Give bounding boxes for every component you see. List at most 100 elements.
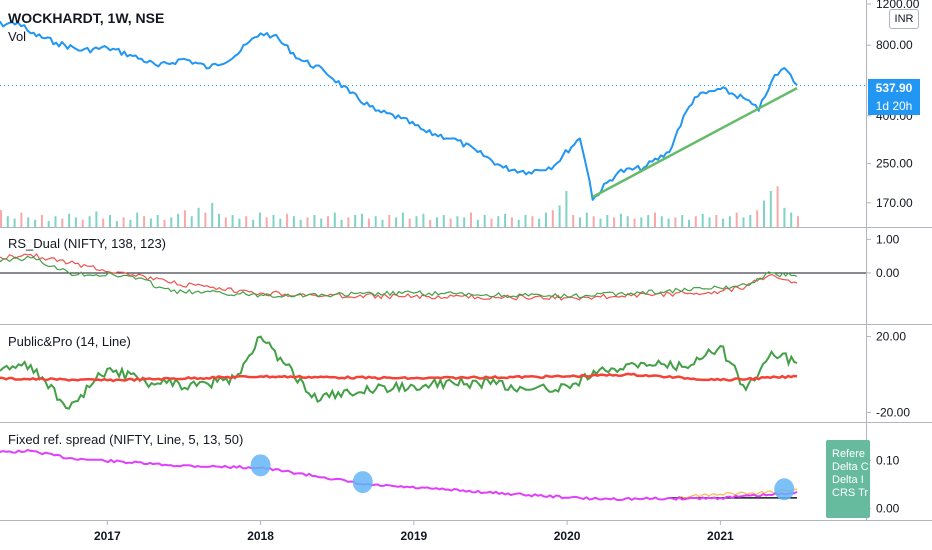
price-axis-label: 250.00 (876, 157, 913, 171)
public-pro-title: Public&Pro (14, Line) (8, 334, 131, 349)
volume-bar (667, 218, 670, 227)
volume-bar (313, 215, 316, 227)
symbol-title: WOCKHARDT, 1W, NSE (8, 10, 165, 26)
volume-bar (647, 215, 650, 227)
rs-green-line (0, 255, 798, 299)
volume-bar (27, 217, 30, 227)
volume-bar (422, 213, 425, 227)
volume-bar (143, 216, 146, 227)
volume-bar (306, 217, 309, 227)
volume-bar (592, 216, 595, 227)
price-axis-label: 800.00 (876, 38, 913, 52)
spread-axis-label: 0.10 (876, 454, 900, 468)
spread-info-popup[interactable]: Refere Delta C Delta I CRS Tr (826, 440, 870, 518)
volume-bar (115, 221, 118, 227)
popup-line: Delta C (832, 461, 869, 473)
volume-bar (197, 207, 200, 227)
volume-bar (613, 217, 616, 227)
volume-bar (797, 216, 799, 227)
volume-bar (776, 186, 779, 227)
volume-bar (551, 210, 554, 227)
spread-marker (774, 478, 795, 501)
price-line (0, 20, 798, 201)
time-axis-label: 2018 (247, 529, 274, 543)
volume-bar (626, 216, 629, 227)
volume-bar (122, 217, 125, 227)
volume-bar (333, 212, 336, 227)
volume-bar (279, 218, 282, 227)
volume-bar (374, 216, 377, 227)
time-axis-label: 2021 (707, 529, 734, 543)
volume-bar (572, 215, 575, 227)
volume-bar (483, 215, 486, 227)
volume-bar (585, 212, 588, 227)
volume-bar (694, 216, 697, 227)
volume-bar (20, 212, 23, 227)
volume-bar (381, 219, 384, 227)
pp-axis-label: 20.00 (876, 330, 906, 344)
volume-bar (183, 210, 186, 227)
volume-bar (558, 205, 561, 227)
volume-bar (640, 217, 643, 227)
time-axis-label: 2020 (554, 529, 581, 543)
pp-axis-label: -20.00 (876, 405, 910, 419)
volume-bar (354, 215, 357, 227)
volume-bar (749, 215, 752, 227)
volume-bar (327, 216, 329, 227)
volume-bar (524, 215, 527, 227)
volume-bar (401, 212, 404, 227)
volume-bar (510, 217, 513, 227)
volume-bar (211, 203, 214, 227)
volume-bar (470, 212, 472, 227)
popup-line: Refere (832, 448, 866, 460)
currency-button[interactable]: INR (889, 9, 919, 29)
volume-bar (136, 212, 139, 227)
volume-bar (34, 219, 37, 227)
volume-bar (517, 219, 520, 227)
volume-bar (361, 213, 363, 227)
volume-bar (579, 217, 581, 227)
volume-bar (531, 216, 534, 227)
volume-bar (238, 218, 241, 227)
volume-bar (436, 217, 438, 227)
volume-bar (388, 215, 391, 227)
volume-bar (102, 218, 105, 227)
volume-bar (619, 213, 622, 227)
volume-bar (497, 216, 500, 227)
volume-bar (654, 212, 656, 227)
volume-bar (715, 215, 718, 227)
volume-bar (490, 218, 493, 227)
volume-bar (449, 218, 452, 227)
spread-magenta-line (0, 448, 798, 502)
volume-label: Vol (8, 29, 27, 44)
volume-bar (742, 217, 745, 227)
volume-bar (565, 191, 568, 227)
pp-green-line (0, 335, 798, 410)
rs-axis-label: 0.00 (876, 266, 900, 280)
volume-bar (538, 218, 541, 227)
volume-bar (476, 219, 479, 227)
popup-line: CRS Tr (832, 487, 869, 499)
last-price-badge: 537.90 (868, 79, 920, 97)
volume-bar (95, 211, 98, 227)
volume-bar (61, 218, 64, 227)
volume-bar (245, 216, 248, 227)
volume-bar (204, 212, 207, 227)
volume-bar (156, 215, 159, 227)
pp-red-line (0, 372, 798, 383)
volume-bar (163, 219, 166, 227)
volume-bar (681, 215, 684, 227)
volume-bar (728, 216, 731, 227)
volume-bar (149, 218, 152, 227)
volume-bar (40, 215, 43, 227)
volume-bar (6, 216, 9, 227)
volume-bar (429, 219, 432, 227)
volume-bar (190, 216, 193, 227)
volume-bar (81, 219, 84, 227)
volume-bar (395, 217, 398, 227)
volume-bar (347, 217, 350, 227)
trend-line (592, 86, 798, 199)
volume-bar (265, 217, 268, 227)
bar-countdown-badge: 1d 20h (868, 97, 920, 115)
